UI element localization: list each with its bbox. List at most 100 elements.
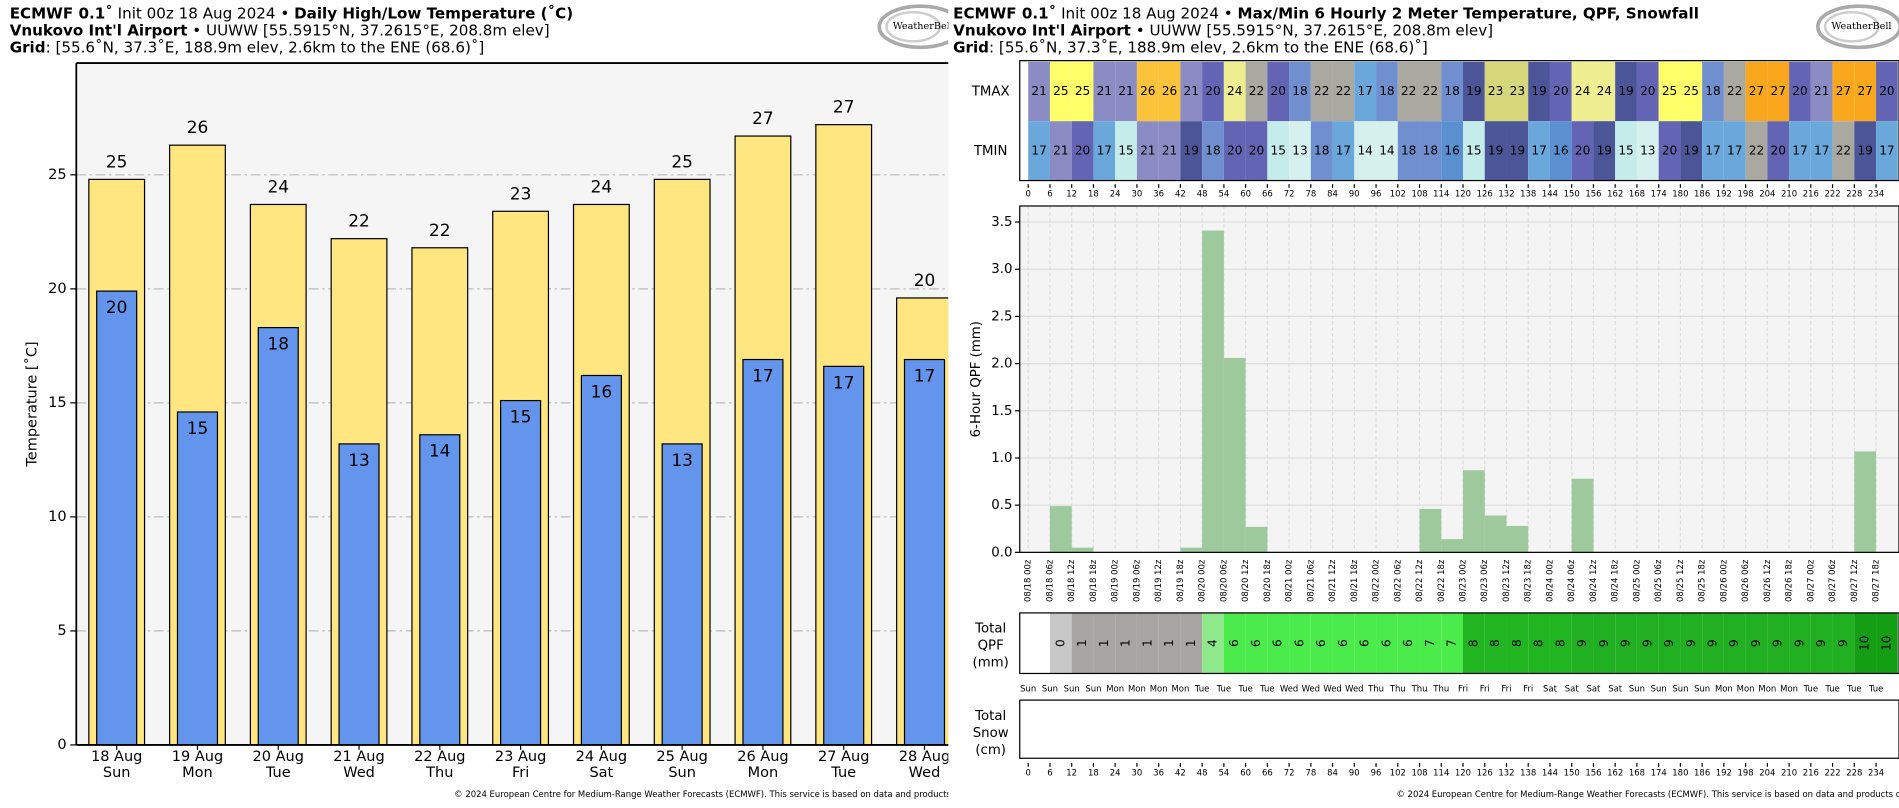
heat-cell (1180, 121, 1203, 181)
cell-label: 1 (1075, 639, 1089, 647)
weekday-label: Sat (1565, 684, 1580, 694)
cell-label: 22 (1423, 84, 1438, 98)
cell-label: 10 (1858, 635, 1872, 650)
qpf-cell (1702, 612, 1724, 674)
heat-cell (1267, 121, 1290, 181)
hour-label: 132 (1498, 188, 1514, 198)
value-label: 16 (591, 381, 613, 401)
cell-label: 18 (1444, 84, 1459, 98)
date-label: 08/22 00z (1371, 559, 1381, 602)
chart-title: Max/Min 6 Hourly 2 Meter Temperature, QP… (1238, 4, 1699, 22)
heat-cell (1723, 61, 1746, 122)
cell-label: 19 (1597, 143, 1612, 157)
model: ECMWF 0.1˚ (953, 3, 1056, 22)
grid-text: : [55.6˚N, 37.3˚E, 188.9m elev, 2.6km to… (989, 38, 1428, 56)
heat-cell (1354, 61, 1377, 122)
qpf-cell (1115, 612, 1137, 674)
qpf-cell (1680, 612, 1703, 674)
location: Vnukovo Int'l Airport • UUWW [55.5915°N, … (10, 21, 550, 39)
hour-label: 204 (1759, 767, 1775, 777)
bar (1245, 526, 1268, 553)
cell-label: 20 (1792, 84, 1807, 98)
qpf-cell (1049, 612, 1072, 674)
cell-label: 17 (1357, 84, 1372, 98)
bar (580, 374, 622, 746)
bar (1441, 539, 1464, 553)
heat-cell (1549, 61, 1572, 122)
qpf-cell (1223, 612, 1246, 674)
heat-cell (1789, 121, 1811, 181)
date-label: 08/19 12z (1153, 559, 1163, 602)
heat-cell (1289, 61, 1311, 122)
hour-label: 42 (1175, 767, 1186, 777)
heat-cell (1049, 61, 1072, 122)
heat-cell (1854, 121, 1877, 181)
heat-cell (1789, 61, 1811, 122)
heat-cell (1071, 61, 1094, 122)
bar (1223, 357, 1246, 553)
cell-label: 19 (1684, 143, 1699, 157)
weekday-label: Sun (1672, 684, 1688, 694)
value-label: 18 (267, 334, 289, 354)
bar (1071, 547, 1094, 553)
hour-label: 48 (1197, 188, 1208, 198)
x-tick-label: 20 Aug (253, 749, 304, 765)
y-tick-label: 1.5 (991, 404, 1012, 419)
cell-label: 16 (1553, 143, 1568, 157)
title: ECMWF 0.1˚ Init 00z 18 Aug 2024 • Max/Min … (953, 3, 1699, 22)
cell-label: 6 (1401, 639, 1415, 647)
date-label: 08/24 12z (1588, 559, 1598, 602)
heat-cell (1093, 61, 1116, 122)
cell-label: 8 (1510, 639, 1524, 647)
heat-cell (1049, 121, 1072, 181)
cell-label: 19 (1466, 84, 1481, 98)
cell-label: 17 (1727, 143, 1742, 157)
date-label: 08/25 12z (1675, 559, 1685, 602)
x-tick-label: 27 Aug (818, 749, 869, 765)
weekday-label: Mon (1150, 684, 1168, 694)
init: Init 00z 18 Aug 2024 • (1061, 4, 1233, 22)
cell-label: 7 (1445, 639, 1459, 647)
cell-label: 16 (1444, 143, 1459, 157)
date-label: 08/23 06z (1479, 559, 1489, 602)
hour-label: 24 (1110, 767, 1121, 777)
hour-label: 0 (1026, 188, 1031, 198)
hour-label: 216 (1803, 188, 1819, 198)
date-label: 08/20 06z (1218, 559, 1228, 602)
row-label: TMAX (971, 85, 1010, 100)
hour-label: 96 (1371, 767, 1382, 777)
cell-label: 17 (1031, 143, 1046, 157)
cell-label: 17 (1705, 143, 1720, 157)
heat-cell (1354, 121, 1377, 181)
heat-cell (1332, 121, 1355, 181)
bar (500, 399, 542, 746)
cell-label: 9 (1727, 639, 1741, 647)
qpf-cell (1810, 612, 1833, 674)
weekday-label: Thu (1389, 684, 1406, 694)
cell-label: 17 (1792, 143, 1807, 157)
cell-label: 22 (1336, 84, 1351, 98)
date-label: 08/22 06z (1392, 559, 1402, 602)
qpf-cell (1506, 612, 1529, 674)
bar (338, 443, 380, 746)
hour-label: 168 (1629, 767, 1645, 777)
date-label: 08/25 00z (1631, 559, 1641, 602)
grid-label: Grid (953, 38, 989, 56)
value-label: 14 (429, 441, 451, 461)
weekday-label: Wed (1280, 684, 1298, 694)
hour-label: 192 (1716, 188, 1732, 198)
cell-label: 8 (1553, 639, 1567, 647)
heat-cell (1680, 121, 1703, 181)
heat-cell (1745, 121, 1768, 181)
bar (1484, 515, 1507, 553)
cell-label: 9 (1619, 639, 1633, 647)
hour-label: 24 (1110, 188, 1121, 198)
heat-cell (1419, 61, 1442, 122)
weekday-label: Mon (1171, 684, 1189, 694)
heat-frame (1019, 60, 1899, 182)
hour-label: 192 (1716, 767, 1732, 777)
cell-label: 20 (1640, 84, 1655, 98)
hour-label: 168 (1629, 188, 1645, 198)
heat-cell (1115, 121, 1137, 181)
hour-label: 72 (1284, 188, 1295, 198)
